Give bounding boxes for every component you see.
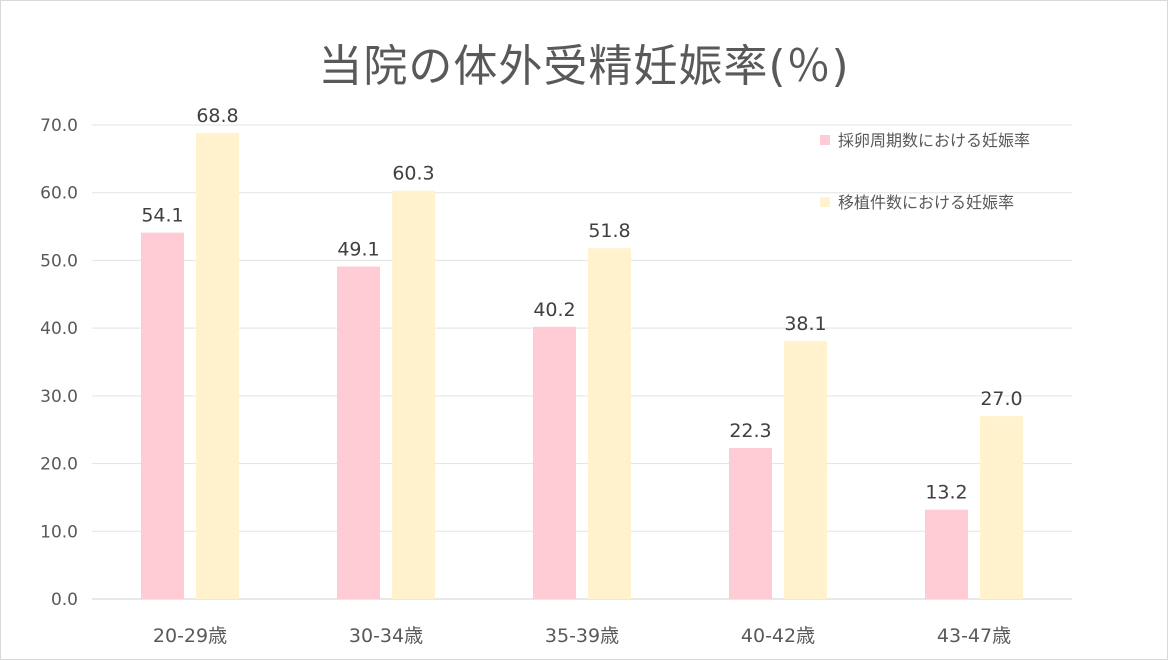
bars bbox=[141, 133, 1023, 600]
legend-label: 採卵周期数における妊娠率 bbox=[838, 131, 1030, 150]
y-tick-label: 40.0 bbox=[40, 319, 78, 339]
data-label: 13.2 bbox=[925, 482, 967, 504]
gridlines bbox=[92, 124, 1072, 600]
y-tick-label: 30.0 bbox=[40, 387, 78, 407]
bar-transfer bbox=[980, 416, 1023, 599]
bar-transfer bbox=[392, 190, 435, 599]
data-label: 40.2 bbox=[533, 299, 575, 321]
bar-retrieval bbox=[337, 266, 380, 599]
y-tick-label: 10.0 bbox=[40, 522, 78, 542]
data-label: 51.8 bbox=[588, 220, 630, 242]
chart-title: 当院の体外受精妊娠率(％) bbox=[318, 41, 850, 92]
legend-swatch bbox=[820, 135, 830, 145]
y-tick-label: 70.0 bbox=[40, 116, 78, 136]
x-axis: 20-29歳 30-34歳 35-39歳 40-42歳 43-47歳 bbox=[153, 625, 1011, 647]
y-tick-label: 0.0 bbox=[51, 590, 78, 610]
bar-transfer bbox=[588, 248, 631, 600]
x-tick-label: 20-29歳 bbox=[153, 625, 227, 647]
y-tick-label: 50.0 bbox=[40, 251, 78, 271]
data-labels: 54.1 68.8 49.1 60.3 40.2 51.8 22.3 38.1 13.2 27.0 bbox=[141, 105, 1022, 503]
x-tick-label: 40-42歳 bbox=[741, 625, 815, 647]
data-label: 54.1 bbox=[141, 205, 183, 227]
x-tick-label: 35-39歳 bbox=[545, 625, 619, 647]
y-tick-label: 20.0 bbox=[40, 455, 78, 475]
data-label: 49.1 bbox=[337, 239, 379, 261]
legend-label: 移植件数における妊娠率 bbox=[838, 193, 1014, 212]
y-tick-label: 60.0 bbox=[40, 184, 78, 204]
x-tick-label: 43-47歳 bbox=[937, 625, 1011, 647]
data-label: 22.3 bbox=[729, 420, 771, 442]
bar-retrieval bbox=[141, 232, 184, 599]
bar-retrieval bbox=[533, 326, 576, 599]
data-label: 60.3 bbox=[392, 163, 434, 185]
data-label: 27.0 bbox=[980, 388, 1022, 410]
bar-transfer bbox=[196, 133, 239, 599]
y-axis: 0.0 10.0 20.0 30.0 40.0 50.0 60.0 70.0 bbox=[40, 116, 78, 610]
legend-swatch bbox=[820, 197, 830, 207]
bar-retrieval bbox=[925, 509, 968, 599]
x-tick-label: 30-34歳 bbox=[349, 625, 423, 647]
bar-transfer bbox=[784, 341, 827, 599]
bar-retrieval bbox=[729, 447, 772, 599]
data-label: 68.8 bbox=[196, 105, 238, 127]
data-label: 38.1 bbox=[784, 313, 826, 335]
